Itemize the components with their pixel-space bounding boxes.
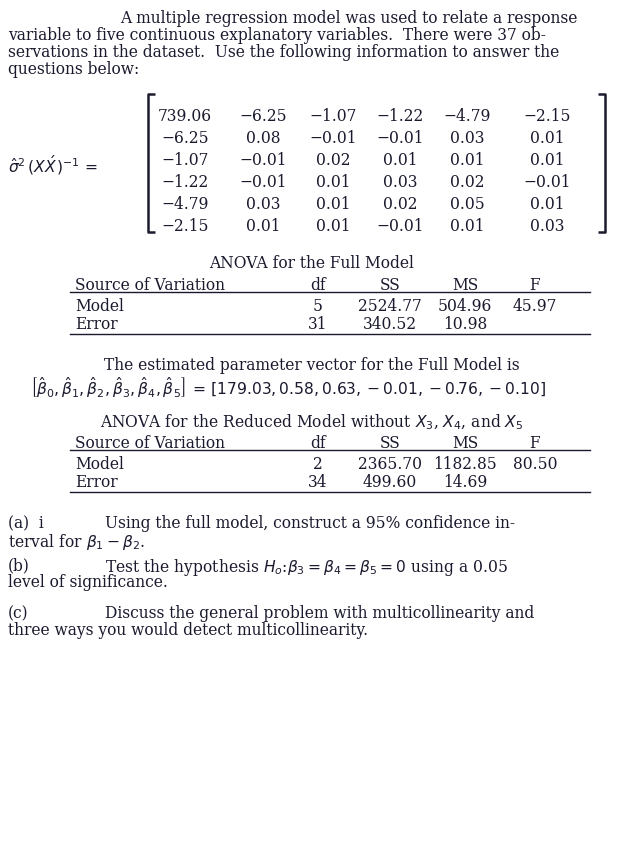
Text: 0.02: 0.02 [383,196,417,213]
Text: 0.05: 0.05 [450,196,484,213]
Text: Error: Error [75,315,118,332]
Text: −0.01: −0.01 [239,174,287,191]
Text: 504.96: 504.96 [438,297,492,314]
Text: −0.01: −0.01 [239,152,287,169]
Text: 0.08: 0.08 [246,130,280,147]
Text: 0.02: 0.02 [316,152,350,169]
Text: ANOVA for the Full Model: ANOVA for the Full Model [210,255,414,272]
Text: ANOVA for the Reduced Model without $X_3$, $X_4$, and $X_5$: ANOVA for the Reduced Model without $X_3… [100,412,524,432]
Text: 0.03: 0.03 [383,174,417,191]
Text: 739.06: 739.06 [158,108,212,125]
Text: 0.03: 0.03 [530,218,564,234]
Text: −1.07: −1.07 [162,152,208,169]
Text: Model: Model [75,297,124,314]
Text: −0.01: −0.01 [376,218,424,234]
Text: 0.01: 0.01 [246,218,280,234]
Text: −2.15: −2.15 [524,108,571,125]
Text: SS: SS [379,277,401,294]
Text: Source of Variation: Source of Variation [75,435,225,452]
Text: df: df [310,435,326,452]
Text: 0.01: 0.01 [530,152,564,169]
Text: 0.01: 0.01 [530,196,564,213]
Text: −4.79: −4.79 [443,108,490,125]
Text: −0.01: −0.01 [524,174,571,191]
Text: 45.97: 45.97 [513,297,557,314]
Text: variable to five continuous explanatory variables.  There were 37 ob-: variable to five continuous explanatory … [8,27,546,44]
Text: (c): (c) [8,604,29,621]
Text: Source of Variation: Source of Variation [75,277,225,294]
Text: terval for $\beta_1 - \beta_2$.: terval for $\beta_1 - \beta_2$. [8,532,145,551]
Text: −1.22: −1.22 [376,108,424,125]
Text: (a)  i: (a) i [8,515,44,532]
Text: servations in the dataset.  Use the following information to answer the: servations in the dataset. Use the follo… [8,44,559,61]
Text: F: F [530,277,540,294]
Text: −1.22: −1.22 [162,174,208,191]
Text: 0.01: 0.01 [450,152,484,169]
Text: 80.50: 80.50 [513,456,557,473]
Text: three ways you would detect multicollinearity.: three ways you would detect multicolline… [8,621,368,638]
Text: −2.15: −2.15 [161,218,209,234]
Text: 499.60: 499.60 [363,474,417,491]
Text: 2365.70: 2365.70 [358,456,422,473]
Text: 0.03: 0.03 [450,130,484,147]
Text: 340.52: 340.52 [363,315,417,332]
Text: MS: MS [452,435,478,452]
Text: 2: 2 [313,456,323,473]
Text: −6.25: −6.25 [161,130,209,147]
Text: SS: SS [379,435,401,452]
Text: The estimated parameter vector for the Full Model is: The estimated parameter vector for the F… [104,357,520,373]
Text: 0.01: 0.01 [530,130,564,147]
Text: 0.02: 0.02 [450,174,484,191]
Text: 0.01: 0.01 [316,218,350,234]
Text: −0.01: −0.01 [310,130,357,147]
Text: 0.01: 0.01 [383,152,417,169]
Text: A multiple regression model was used to relate a response: A multiple regression model was used to … [120,10,577,27]
Text: Discuss the general problem with multicollinearity and: Discuss the general problem with multico… [105,604,534,621]
Text: −6.25: −6.25 [239,108,287,125]
Text: −1.07: −1.07 [310,108,357,125]
Text: −4.79: −4.79 [162,196,208,213]
Text: MS: MS [452,277,478,294]
Text: 2524.77: 2524.77 [358,297,422,314]
Text: $\left[\hat{\beta}_0, \hat{\beta}_1, \hat{\beta}_2, \hat{\beta}_3, \hat{\beta}_4: $\left[\hat{\beta}_0, \hat{\beta}_1, \ha… [30,375,546,400]
Text: $\hat{\sigma}^2\,(X\'X)^{-1}\,=$: $\hat{\sigma}^2\,(X\'X)^{-1}\,=$ [8,153,98,176]
Text: 14.69: 14.69 [443,474,487,491]
Text: df: df [310,277,326,294]
Text: 5: 5 [313,297,323,314]
Text: Model: Model [75,456,124,473]
Text: 0.01: 0.01 [316,174,350,191]
Text: −0.01: −0.01 [376,130,424,147]
Text: 0.03: 0.03 [246,196,280,213]
Text: 1182.85: 1182.85 [433,456,497,473]
Text: level of significance.: level of significance. [8,573,168,590]
Text: Using the full model, construct a 95% confidence in-: Using the full model, construct a 95% co… [105,515,515,532]
Text: 0.01: 0.01 [450,218,484,234]
Text: 34: 34 [308,474,328,491]
Text: 10.98: 10.98 [443,315,487,332]
Text: F: F [530,435,540,452]
Text: questions below:: questions below: [8,61,139,78]
Text: Error: Error [75,474,118,491]
Text: 31: 31 [308,315,328,332]
Text: 0.01: 0.01 [316,196,350,213]
Text: Test the hypothesis $H_o$:$\beta_3 = \beta_4 = \beta_5 = 0$ using a 0.05: Test the hypothesis $H_o$:$\beta_3 = \be… [105,556,508,578]
Text: (b): (b) [8,556,30,573]
